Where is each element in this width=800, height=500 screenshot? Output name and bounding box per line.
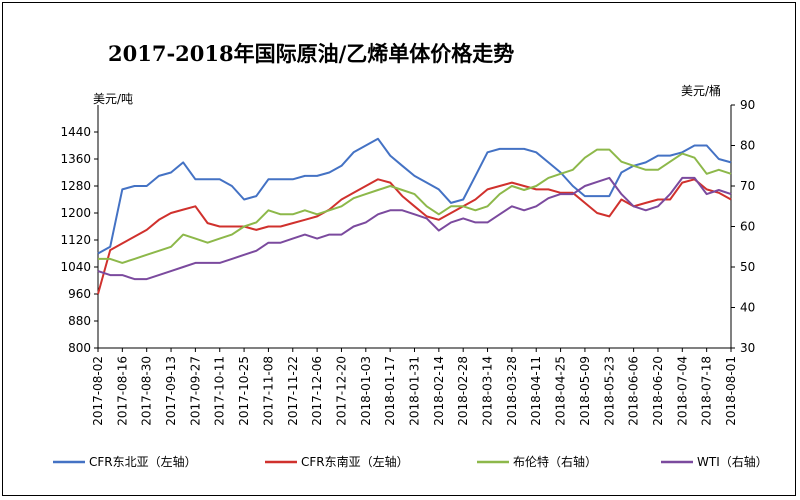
x-tick-label: 2017-11-22 [286,356,300,426]
legend-label-3: WTI（右轴） [697,454,768,469]
x-tick-label: 2018-07-04 [675,356,689,426]
axes: 800 880 960 1040 1120 1200 1280 1360 1440 30 40 50 6… [60,98,755,426]
x-tick-label: 2018-02-14 [432,356,446,426]
legend-label-0: CFR东北亚（左轴） [89,454,197,469]
right-axis-unit: 美元/桶 [681,83,721,98]
x-tick-label: 2018-05-09 [578,356,592,426]
x-tick-label: 2018-01-17 [383,356,397,426]
legend-label-1: CFR东南亚（左轴） [301,454,409,469]
x-tick-label: 2018-04-25 [554,356,568,426]
series-line-0 [97,137,732,255]
chart: 2017-2018年国际原油/乙烯单体价格走势 美元/吨 美元/桶 800 880… [53,41,768,469]
x-tick-label: 2018-08-01 [724,356,738,426]
right-tick-label: 90 [740,98,755,112]
series-line-3 [97,176,732,281]
right-tick-label: 70 [740,179,755,193]
left-axis-unit: 美元/吨 [93,92,133,106]
x-tick-label: 2018-01-03 [359,356,373,426]
right-tick-label: 40 [740,301,755,315]
x-tick-label: 2018-03-14 [481,356,495,426]
x-tick-label: 2018-06-20 [651,356,665,426]
legend-label-2: 布伦特（右轴） [513,454,597,469]
series-line-2 [98,148,732,264]
x-tick-label: 2017-08-02 [91,356,105,426]
x-tick-label: 2018-02-28 [456,356,470,426]
right-tick-label: 50 [740,260,755,274]
x-tick-label: 2017-09-13 [164,356,178,426]
left-tick-label: 960 [68,287,91,301]
chart-title: 2017-2018年国际原油/乙烯单体价格走势 [108,41,514,66]
left-tick-label: 800 [68,341,91,355]
left-tick-label: 880 [68,314,91,328]
x-tick-label: 2017-12-20 [334,356,348,426]
right-tick-label: 60 [740,220,755,234]
left-tick-label: 1440 [60,125,91,139]
left-tick-label: 1200 [60,206,91,220]
left-tick-label: 1040 [60,260,91,274]
legend: CFR东北亚（左轴） CFR东南亚（左轴） 布伦特（右轴） WTI（右轴） [53,454,768,469]
x-tick-label: 2018-03-28 [505,356,519,426]
series-line-1 [97,178,732,295]
series-lines [97,137,732,295]
x-tick-label: 2017-11-08 [261,356,275,426]
x-tick-label: 2018-05-23 [602,356,616,426]
left-tick-label: 1120 [60,233,91,247]
x-tick-label: 2017-10-11 [213,356,227,426]
x-tick-label: 2017-09-27 [188,356,202,426]
x-tick-label: 2017-12-06 [310,356,324,426]
x-tick-label: 2018-07-18 [700,356,714,426]
right-tick-label: 80 [740,139,755,153]
left-tick-label: 1360 [60,152,91,166]
x-tick-label: 2018-06-06 [627,356,641,426]
right-tick-label: 30 [740,341,755,355]
x-tick-label: 2018-01-31 [408,356,422,426]
x-tick-label: 2017-08-30 [140,356,154,426]
x-tick-label: 2018-04-11 [529,356,543,426]
left-tick-label: 1280 [60,179,91,193]
x-tick-label: 2017-10-25 [237,356,251,426]
x-tick-label: 2017-08-16 [115,356,129,426]
